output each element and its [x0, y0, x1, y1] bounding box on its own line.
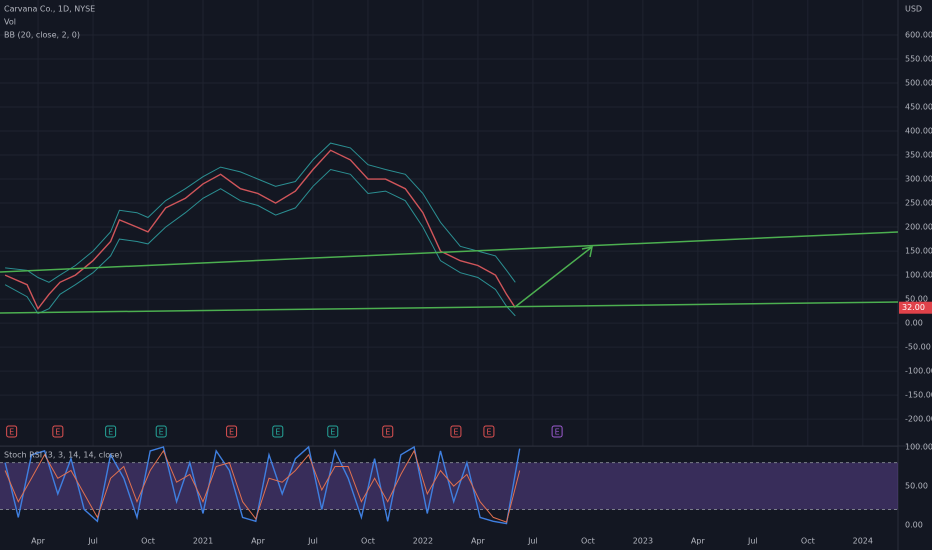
y-tick-label: 300.00 — [905, 175, 932, 184]
earnings-label: E — [229, 428, 234, 437]
series-line — [4, 168, 516, 317]
y-tick-label: -200.00 — [905, 415, 932, 424]
x-tick-label: Oct — [361, 537, 375, 546]
x-tick-label: Jul — [527, 537, 538, 546]
earnings-marker — [450, 425, 462, 438]
earnings-marker — [327, 425, 339, 438]
y-tick-label: 100.00 — [905, 443, 932, 452]
x-tick-label: 2021 — [193, 537, 213, 546]
earnings-marker — [155, 425, 167, 438]
earnings-label: E — [275, 428, 280, 437]
earnings-label: E — [159, 428, 164, 437]
x-tick-label: Apr — [471, 537, 486, 546]
x-tick-label: Apr — [251, 537, 266, 546]
earnings-marker — [483, 425, 495, 438]
earnings-label: E — [330, 428, 335, 437]
arrow-line — [514, 246, 593, 308]
y-tick-label: -50.00 — [905, 343, 931, 352]
series-line — [4, 449, 521, 523]
y-tick-label: 50.00 — [905, 295, 928, 304]
y-tick-label: 0.00 — [905, 319, 923, 328]
series-line — [4, 149, 516, 311]
earnings-label: E — [453, 428, 458, 437]
earnings-marker — [52, 425, 64, 438]
y-tick-label: 50.00 — [905, 482, 928, 491]
earnings-label: E — [9, 428, 14, 437]
earnings-label: E — [486, 428, 491, 437]
y-tick-label: 600.00 — [905, 31, 932, 40]
y-tick-label: 200.00 — [905, 223, 932, 232]
y-tick-label: 500.00 — [905, 79, 932, 88]
earnings-marker — [105, 425, 117, 438]
symbol-title: Carvana Co., 1D, NYSE — [4, 5, 95, 14]
earnings-marker — [226, 425, 238, 438]
x-tick-label: Jul — [87, 537, 98, 546]
y-tick-label: 250.00 — [905, 199, 932, 208]
x-tick-label: Oct — [141, 537, 155, 546]
earnings-label: E — [108, 428, 113, 437]
series-line — [5, 142, 516, 283]
y-tick-label: 350.00 — [905, 151, 932, 160]
indicator-label: BB (20, close, 2, 0) — [4, 31, 80, 40]
earnings-marker — [6, 425, 18, 438]
last-price-label: 32.00 — [902, 303, 925, 312]
earnings-label: E — [555, 428, 560, 437]
x-tick-label: Apr — [691, 537, 706, 546]
x-tick-label: Jul — [307, 537, 318, 546]
x-tick-label: 2024 — [853, 537, 873, 546]
x-tick-label: Oct — [801, 537, 815, 546]
y-tick-label: 550.00 — [905, 55, 932, 64]
x-tick-label: 2023 — [633, 537, 653, 546]
y-tick-label: 0.00 — [905, 521, 923, 530]
earnings-label: E — [385, 428, 390, 437]
x-tick-label: Jul — [747, 537, 758, 546]
x-tick-label: Apr — [31, 537, 46, 546]
earnings-marker — [382, 425, 394, 438]
trendline — [0, 231, 899, 273]
indicator-label: Stoch RSI (3, 3, 14, 14, close) — [4, 451, 122, 460]
earnings-marker — [551, 425, 563, 438]
y-tick-label: 100.00 — [905, 271, 932, 280]
earnings-marker — [272, 425, 284, 438]
stoch-pane — [0, 447, 898, 550]
y-tick-label: 450.00 — [905, 103, 932, 112]
x-tick-label: Oct — [581, 537, 595, 546]
y-tick-label: 150.00 — [905, 247, 932, 256]
axis-unit: USD — [905, 5, 922, 14]
earnings-label: E — [55, 428, 60, 437]
arrow-head — [581, 246, 593, 258]
y-tick-label: 400.00 — [905, 127, 932, 136]
last-price-box — [899, 301, 932, 314]
indicator-label: Vol — [4, 18, 16, 27]
y-tick-label: -150.00 — [905, 391, 932, 400]
trendline — [0, 301, 899, 314]
x-tick-label: 2022 — [413, 537, 433, 546]
y-tick-label: -100.00 — [905, 367, 932, 376]
